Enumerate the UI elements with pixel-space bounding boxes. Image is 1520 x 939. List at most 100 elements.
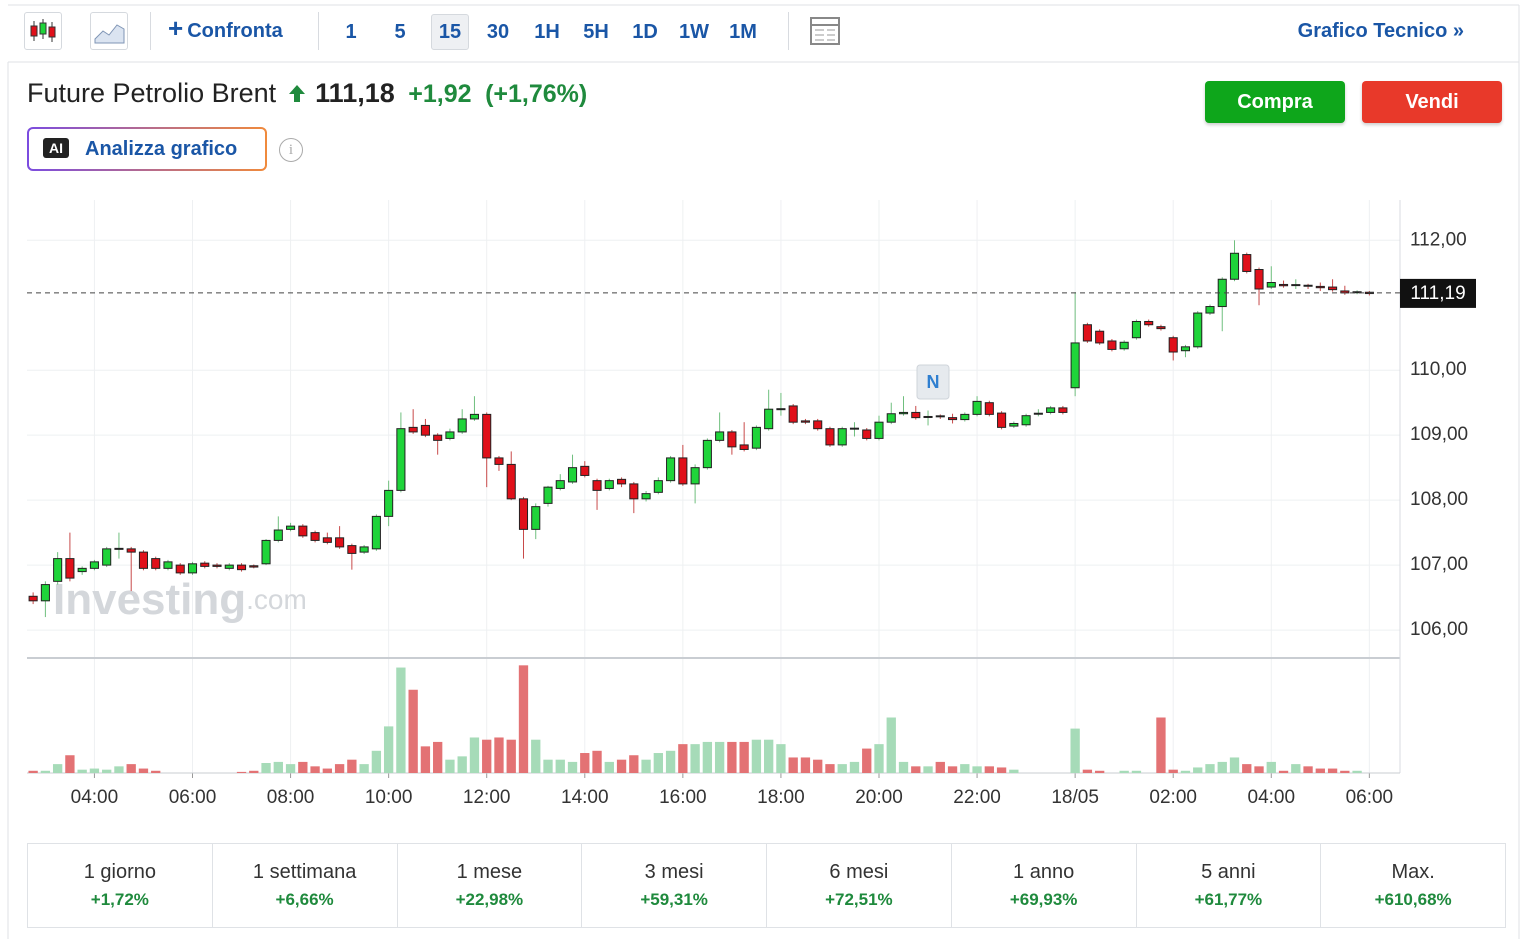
candle-body bbox=[874, 421, 884, 439]
grid: 106,00 107,00 108,00 109,00 110,00 112,00 04:0… bbox=[27, 200, 1468, 808]
performance-cell[interactable]: 5 anni +61,77% bbox=[1135, 843, 1322, 928]
candle-body bbox=[457, 418, 467, 433]
performance-period: 1 settimana bbox=[252, 861, 357, 883]
plus-icon: + bbox=[168, 13, 184, 43]
volume-bar bbox=[494, 737, 504, 773]
candle-body bbox=[114, 547, 124, 550]
volume-bar bbox=[543, 759, 553, 773]
candle-body bbox=[666, 457, 676, 482]
performance-cell[interactable]: 6 mesi +72,51% bbox=[766, 843, 952, 928]
candle-body bbox=[236, 564, 247, 571]
news-marker-box bbox=[916, 364, 950, 400]
buy-button[interactable]: Compra bbox=[1205, 81, 1345, 123]
volume-bar bbox=[126, 764, 136, 773]
interval-button[interactable]: 30 bbox=[486, 21, 510, 43]
volume-bar bbox=[714, 741, 725, 773]
volume-bar bbox=[1131, 770, 1142, 773]
candle-body bbox=[28, 595, 38, 602]
volume-bar bbox=[653, 753, 663, 773]
candle-body bbox=[898, 411, 909, 415]
ai-badge: AI bbox=[43, 138, 69, 158]
watermark-suffix: .com bbox=[246, 584, 307, 615]
candle-icon bbox=[30, 19, 56, 42]
candle-body bbox=[163, 561, 173, 569]
candle-body bbox=[1315, 285, 1325, 289]
y-tick-label: 112,00 bbox=[1410, 229, 1467, 250]
info-icon[interactable]: i bbox=[279, 138, 303, 162]
candle-body bbox=[187, 563, 198, 574]
performance-period: 1 anno bbox=[1013, 861, 1075, 883]
sell-button[interactable]: Vendi bbox=[1362, 81, 1502, 123]
performance-cell[interactable]: 1 giorno +1,72% bbox=[27, 843, 213, 928]
performance-cell[interactable]: 1 anno +69,93% bbox=[950, 843, 1137, 928]
volume-bar bbox=[911, 766, 921, 773]
volume-bar bbox=[347, 759, 357, 773]
interval-button[interactable]: 15 bbox=[431, 14, 469, 50]
performance-cell[interactable]: Max. +610,68% bbox=[1320, 843, 1506, 928]
volume-bar bbox=[1094, 770, 1105, 773]
volume-bar bbox=[1180, 770, 1191, 773]
candle-body bbox=[151, 558, 161, 569]
candle-body bbox=[433, 434, 443, 441]
ai-analyze-button[interactable]: AI Analizza grafico bbox=[27, 127, 267, 171]
candle-body bbox=[1046, 407, 1056, 413]
interval-button[interactable]: 5 bbox=[394, 21, 406, 43]
compare-button[interactable]: + Confronta bbox=[168, 15, 283, 43]
candle-body bbox=[371, 515, 381, 550]
candle-body bbox=[1033, 412, 1043, 415]
x-tick-label: 02:00 bbox=[1149, 787, 1197, 808]
x-tick-label: 14:00 bbox=[561, 787, 609, 808]
volume-bar bbox=[1082, 769, 1093, 773]
candle-body bbox=[175, 564, 185, 574]
volume-bar bbox=[1205, 764, 1215, 773]
volume-bar bbox=[1229, 757, 1240, 773]
candle-body bbox=[1082, 324, 1092, 342]
volume-bar bbox=[1327, 768, 1338, 773]
candle-body bbox=[126, 548, 136, 553]
performance-cell[interactable]: 1 mese +22,98% bbox=[396, 843, 583, 928]
volume-bar bbox=[604, 761, 614, 773]
volume-bar bbox=[1070, 728, 1080, 773]
volume-bar bbox=[28, 770, 38, 773]
candle-body bbox=[555, 480, 565, 489]
interval-button[interactable]: 5H bbox=[583, 21, 609, 43]
volume-bar bbox=[788, 757, 798, 773]
table-button[interactable] bbox=[810, 17, 842, 52]
separator bbox=[318, 12, 319, 50]
volume-bar bbox=[947, 766, 958, 773]
performance-cell[interactable]: 1 settimana +6,66% bbox=[211, 843, 398, 928]
ai-label: Analizza grafico bbox=[85, 138, 238, 160]
interval-button[interactable]: 1H bbox=[534, 21, 560, 43]
interval-button[interactable]: 1D bbox=[632, 21, 658, 43]
candle-body bbox=[1021, 415, 1031, 426]
candle-body bbox=[1193, 312, 1203, 348]
technical-label: Grafico Tecnico bbox=[1297, 20, 1448, 42]
candle-body bbox=[948, 417, 958, 421]
instrument-header: Future Petrolio Brent 111,18 +1,92 (+1,7… bbox=[27, 78, 587, 109]
performance-cell[interactable]: 3 mesi +59,31% bbox=[581, 843, 767, 928]
candle-body bbox=[751, 426, 761, 449]
candle-body bbox=[347, 545, 357, 554]
volume-bar bbox=[1303, 766, 1313, 773]
candle-type-button[interactable] bbox=[24, 12, 62, 50]
volume-bar bbox=[1266, 761, 1276, 773]
candle-body bbox=[997, 412, 1007, 428]
volume-bar bbox=[371, 750, 382, 773]
volume-bar bbox=[273, 761, 283, 773]
interval-button[interactable]: 1 bbox=[345, 21, 357, 43]
line-type-button[interactable] bbox=[90, 12, 128, 50]
candle-body bbox=[727, 431, 737, 448]
volume-bar bbox=[825, 764, 835, 773]
volume-bar bbox=[457, 756, 467, 773]
candle-body bbox=[1009, 422, 1019, 427]
volume-bar bbox=[1009, 769, 1019, 773]
volume-bar bbox=[739, 741, 749, 773]
volume-bar bbox=[151, 770, 161, 773]
volume-bar bbox=[776, 744, 786, 773]
candle-body bbox=[445, 431, 455, 439]
interval-button[interactable]: 1W bbox=[679, 21, 709, 43]
interval-button[interactable]: 1M bbox=[729, 21, 757, 43]
volume-bar bbox=[1119, 770, 1129, 773]
technical-chart-link[interactable]: Grafico Tecnico » bbox=[1298, 20, 1464, 43]
instrument-title: Future Petrolio Brent bbox=[27, 78, 277, 108]
